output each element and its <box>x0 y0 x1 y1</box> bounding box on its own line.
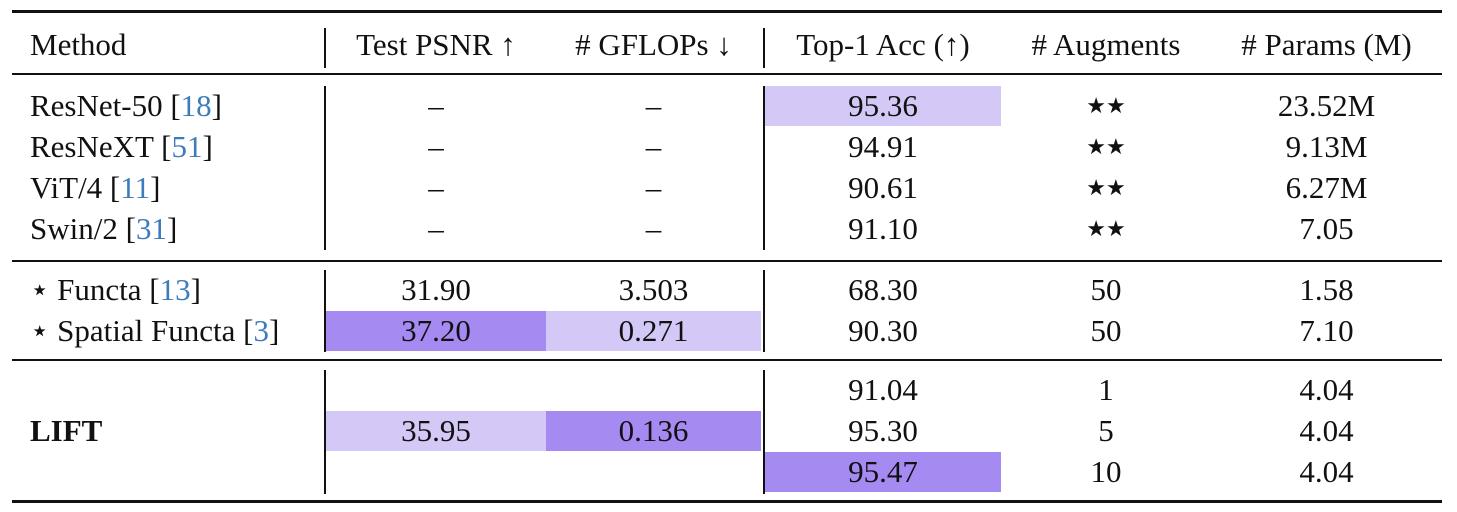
top-rule <box>12 10 1442 13</box>
citation-link[interactable]: 13 <box>159 272 191 307</box>
params-cell: 7.05 <box>1299 211 1354 246</box>
acc-cell: 94.91 <box>848 129 918 164</box>
method-cell: ViT/4 [11] <box>30 170 161 205</box>
header-params: # Params (M) <box>1241 27 1412 62</box>
column-divider <box>763 270 765 352</box>
acc-cell: 95.30 <box>848 413 918 448</box>
star-marker: ⋆ <box>30 313 50 348</box>
params-cell: 1.58 <box>1299 272 1354 307</box>
psnr-cell: – <box>428 88 444 123</box>
column-divider <box>763 370 765 494</box>
header-acc: Top-1 Acc (↑) <box>796 27 970 62</box>
header-gflops: # GFLOPs ↓ <box>575 27 732 62</box>
psnr-cell: 35.95 <box>326 411 546 451</box>
column-divider <box>763 28 765 68</box>
header-psnr: Test PSNR ↑ <box>356 27 516 62</box>
gflops-cell: 0.136 <box>546 411 761 451</box>
acc-cell: 91.04 <box>848 372 918 407</box>
psnr-cell: 31.90 <box>401 272 471 307</box>
psnr-cell: 37.20 <box>326 311 546 351</box>
column-divider <box>763 86 765 250</box>
augments-cell: 50 <box>1090 272 1122 307</box>
bottom-rule <box>12 500 1442 503</box>
augments-cell: ★★ <box>1086 216 1126 241</box>
params-cell: 9.13M <box>1285 129 1368 164</box>
acc-cell: 95.47 <box>765 452 1001 492</box>
params-cell: 6.27M <box>1285 170 1368 205</box>
gflops-cell: – <box>645 170 662 205</box>
citation-link[interactable]: 51 <box>171 129 203 164</box>
method-cell: ⋆ Functa [13] <box>30 272 201 307</box>
citation-link[interactable]: 11 <box>120 170 151 205</box>
citation-link[interactable]: 18 <box>180 88 212 123</box>
results-table: Method Test PSNR ↑ # GFLOPs ↓ Top-1 Acc … <box>12 10 1442 504</box>
header-augments: # Augments <box>1031 27 1181 62</box>
acc-cell: 68.30 <box>848 272 918 307</box>
gflops-cell: 3.503 <box>618 272 689 307</box>
method-cell: ResNet-50 [18] <box>30 88 222 123</box>
star-marker: ⋆ <box>30 272 50 307</box>
augments-cell: ★★ <box>1086 134 1126 159</box>
gflops-cell: – <box>645 88 662 123</box>
citation-link[interactable]: 31 <box>135 211 167 246</box>
method-cell-lift: LIFT <box>30 413 103 448</box>
column-divider <box>324 270 326 352</box>
method-cell: ResNeXT [51] <box>30 129 213 164</box>
header-method: Method <box>30 27 127 62</box>
psnr-cell: – <box>428 129 444 164</box>
citation-link[interactable]: 3 <box>253 313 269 348</box>
acc-cell: 95.36 <box>765 86 1001 126</box>
acc-cell: 90.30 <box>848 313 918 348</box>
params-cell: 4.04 <box>1299 372 1354 407</box>
column-divider <box>324 28 326 68</box>
augments-cell: 50 <box>1090 313 1122 348</box>
psnr-cell: – <box>428 170 444 205</box>
column-divider <box>324 370 326 494</box>
psnr-cell: – <box>428 211 444 246</box>
augments-cell: ★★ <box>1086 93 1126 118</box>
acc-cell: 90.61 <box>848 170 918 205</box>
params-cell: 23.52M <box>1277 88 1376 123</box>
augments-cell: ★★ <box>1086 175 1126 200</box>
method-cell: ⋆ Spatial Functa [3] <box>30 313 280 348</box>
params-cell: 4.04 <box>1299 454 1354 489</box>
augments-cell: 10 <box>1090 454 1122 489</box>
gflops-cell: – <box>645 211 662 246</box>
column-divider <box>324 86 326 250</box>
acc-cell: 91.10 <box>848 211 918 246</box>
header-rule <box>12 73 1442 75</box>
params-cell: 7.10 <box>1299 313 1354 348</box>
augments-cell: 5 <box>1098 413 1114 448</box>
gflops-cell: – <box>645 129 662 164</box>
augments-cell: 1 <box>1098 372 1114 407</box>
group-rule-2 <box>12 359 1442 361</box>
params-cell: 4.04 <box>1299 413 1354 448</box>
group-rule-1 <box>12 260 1442 262</box>
gflops-cell: 0.271 <box>546 311 761 351</box>
method-cell: Swin/2 [31] <box>30 211 178 246</box>
